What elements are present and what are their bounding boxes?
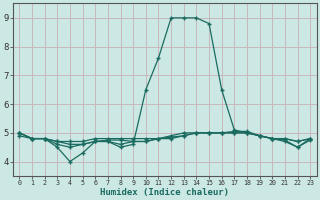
X-axis label: Humidex (Indice chaleur): Humidex (Indice chaleur) xyxy=(100,188,229,197)
